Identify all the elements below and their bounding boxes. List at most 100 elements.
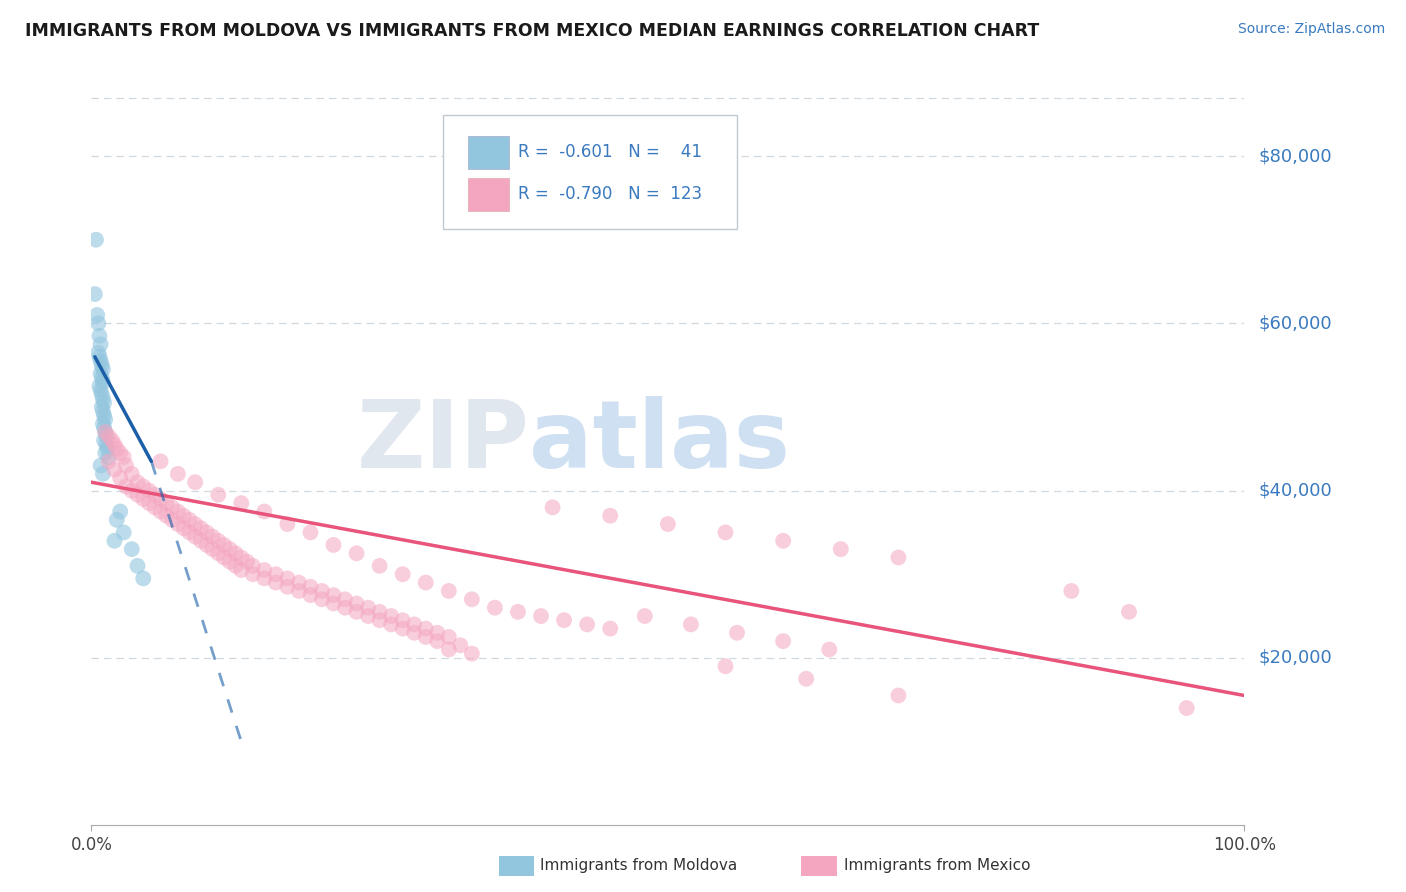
Point [121, 542, 143, 557]
Point [657, 517, 679, 532]
Point [231, 550, 253, 565]
Point [149, 504, 172, 518]
Point [599, 508, 621, 523]
Point [89, 329, 111, 343]
Point [794, 672, 817, 686]
Point [90, 370, 112, 384]
Point [190, 533, 212, 548]
Point [173, 521, 195, 535]
Point [437, 584, 460, 599]
Point [207, 533, 229, 548]
Point [346, 597, 368, 611]
Point [264, 575, 287, 590]
Point [90, 384, 112, 398]
Point [91, 362, 114, 376]
Point [127, 475, 149, 490]
Point [110, 504, 132, 518]
Point [160, 500, 183, 515]
Point [242, 567, 264, 582]
Point [94, 446, 117, 460]
Point [89, 379, 111, 393]
Text: R =  -0.601   N =    41: R = -0.601 N = 41 [517, 143, 702, 161]
Point [155, 508, 177, 523]
Point [830, 542, 852, 557]
Point [132, 491, 155, 506]
Point [772, 634, 794, 648]
Text: $40,000: $40,000 [1258, 482, 1331, 500]
FancyBboxPatch shape [443, 115, 737, 229]
Point [276, 571, 298, 585]
Point [311, 592, 333, 607]
Point [94, 425, 117, 439]
Point [276, 517, 298, 532]
Point [576, 617, 599, 632]
Point [207, 488, 229, 502]
Point [599, 622, 621, 636]
Point [346, 605, 368, 619]
Point [112, 525, 135, 540]
Point [357, 600, 380, 615]
Point [94, 412, 117, 426]
Point [149, 454, 172, 468]
Point [166, 517, 188, 532]
Point [242, 558, 264, 573]
Point [322, 538, 344, 552]
Point [288, 584, 311, 599]
Point [121, 483, 143, 498]
Point [103, 437, 125, 451]
Point [391, 613, 413, 627]
Point [437, 642, 460, 657]
Point [96, 437, 118, 451]
Point [101, 434, 124, 448]
Point [415, 575, 437, 590]
Point [212, 550, 235, 565]
Point [253, 563, 276, 577]
Point [184, 475, 207, 490]
Point [357, 609, 380, 624]
Point [87, 317, 110, 331]
Point [201, 542, 224, 557]
Text: Immigrants from Moldova: Immigrants from Moldova [540, 858, 737, 872]
Point [368, 605, 391, 619]
Point [94, 425, 117, 439]
Point [93, 421, 115, 435]
Point [426, 625, 449, 640]
Text: $80,000: $80,000 [1258, 147, 1331, 165]
Point [299, 525, 322, 540]
Point [173, 508, 195, 523]
Text: atlas: atlas [530, 396, 790, 489]
Point [449, 638, 471, 652]
Point [184, 517, 207, 532]
Point [404, 625, 426, 640]
Point [322, 597, 344, 611]
Point [91, 417, 114, 431]
Text: Source: ZipAtlas.com: Source: ZipAtlas.com [1237, 22, 1385, 37]
Point [276, 580, 298, 594]
Point [461, 647, 484, 661]
Point [714, 525, 737, 540]
Point [86, 308, 108, 322]
Point [149, 491, 172, 506]
Point [679, 617, 702, 632]
Point [90, 358, 112, 372]
Point [184, 530, 207, 544]
Point [91, 375, 114, 389]
Point [333, 600, 356, 615]
Point [179, 525, 201, 540]
Point [103, 533, 125, 548]
Point [887, 689, 910, 703]
Point [93, 396, 115, 410]
Point [887, 550, 910, 565]
Point [225, 546, 247, 560]
Point [253, 571, 276, 585]
Point [264, 567, 287, 582]
Point [83, 287, 105, 301]
Text: $20,000: $20,000 [1258, 648, 1331, 667]
Point [404, 617, 426, 632]
Point [368, 613, 391, 627]
Point [368, 558, 391, 573]
Point [90, 337, 112, 351]
Point [299, 580, 322, 594]
Point [207, 546, 229, 560]
Point [553, 613, 575, 627]
